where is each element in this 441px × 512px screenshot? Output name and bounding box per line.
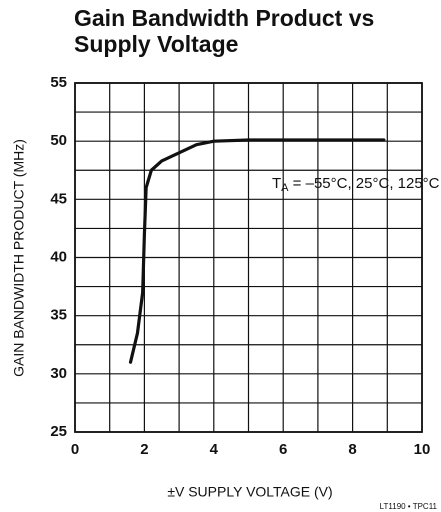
- annotation-text: T: [272, 175, 281, 192]
- x-tick-label: 8: [348, 441, 356, 458]
- y-tick-label: 55: [50, 74, 67, 91]
- y-tick-label: 30: [50, 365, 67, 382]
- y-tick-label: 35: [50, 307, 67, 324]
- x-tick-label: 10: [414, 441, 431, 458]
- annotation-subscript: A: [281, 182, 289, 194]
- chart-title: Gain Bandwidth Product vs: [74, 5, 374, 31]
- y-tick-label: 45: [50, 190, 67, 207]
- y-axis-label: GAIN BANDWIDTH PRODUCT (MHz): [11, 139, 27, 377]
- plot-frame: [74, 82, 423, 433]
- y-tick-label: 50: [50, 132, 67, 149]
- y-tick-label: 40: [50, 248, 67, 265]
- y-tick-label: 25: [50, 423, 67, 440]
- x-tick-label: 2: [140, 441, 148, 458]
- x-tick-label: 6: [279, 441, 287, 458]
- x-axis-label: ±V SUPPLY VOLTAGE (V): [167, 484, 332, 500]
- x-tick-label: 4: [210, 441, 219, 458]
- chart-title: Supply Voltage: [74, 31, 238, 57]
- annotation: TA = –55°C, 25°C, 125°C: [272, 175, 440, 194]
- curve: [128, 138, 386, 364]
- annotation-text: = –55°C, 25°C, 125°C: [289, 175, 440, 192]
- x-tick-label: 0: [71, 441, 79, 458]
- note: LT1190 • TPC11: [380, 502, 438, 511]
